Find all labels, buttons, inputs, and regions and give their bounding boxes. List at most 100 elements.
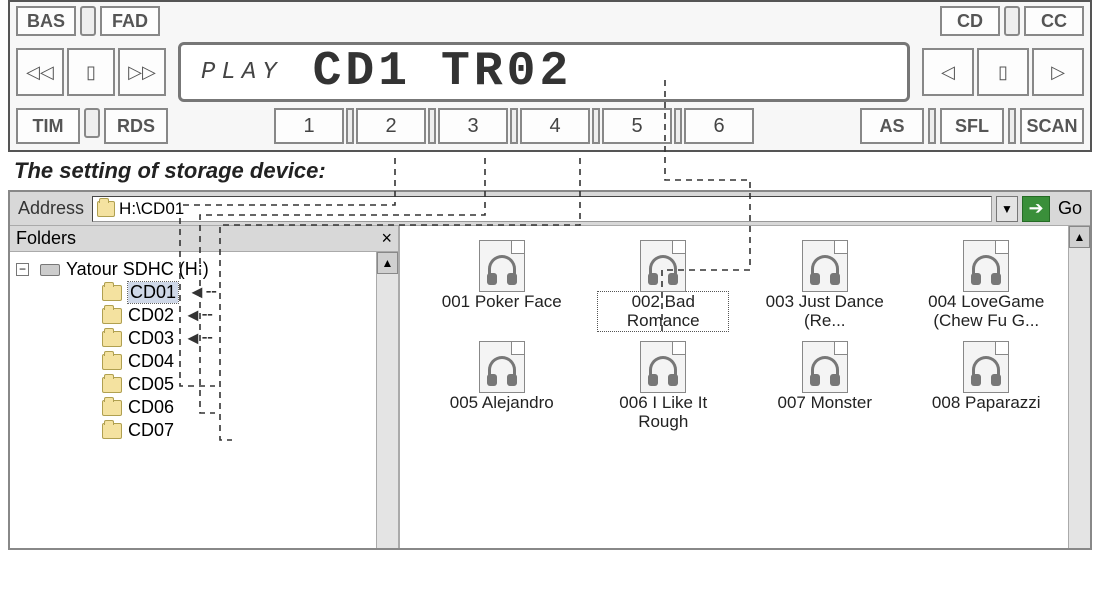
stereo-bottom-row: TIM RDS 123456 AS SFL SCAN [16, 108, 1084, 144]
file-label: 002 Bad Romance [598, 292, 728, 331]
folders-pane-title: Folders × [10, 226, 398, 252]
tree-item-cd07[interactable]: CD07 [102, 419, 398, 442]
knob-divider [928, 108, 936, 144]
fad-button[interactable]: FAD [100, 6, 160, 36]
files-pane: 001 Poker Face 002 Bad Romance 003 Just Da… [400, 226, 1090, 548]
link-arrow-icon: ◄╌ [184, 305, 213, 326]
tree-item-cd04[interactable]: CD04 [102, 350, 398, 373]
address-dropdown-button[interactable]: ▼ [996, 196, 1018, 222]
bas-button[interactable]: BAS [16, 6, 76, 36]
lcd-track: TR02 [441, 45, 572, 99]
stop2-button[interactable]: ▯ [977, 48, 1029, 96]
knob-divider [510, 108, 518, 144]
preset-1-button[interactable]: 1 [274, 108, 344, 144]
lcd-status: PLAY [201, 59, 283, 86]
tree-item-cd05[interactable]: CD05 [102, 373, 398, 396]
folder-icon [102, 377, 122, 393]
file-item[interactable]: 004 LoveGame (Chew Fu G... [911, 240, 1063, 331]
tree-scrollbar[interactable]: ▲ [376, 252, 398, 548]
cd-button[interactable]: CD [940, 6, 1000, 36]
tree-item-label: CD01 [128, 282, 178, 303]
preset-5-button[interactable]: 5 [602, 108, 672, 144]
audio-file-icon [640, 240, 686, 292]
explorer-window: Address H:\CD01 ▼ ➔ Go Folders × − Yatou… [8, 190, 1092, 550]
address-path: H:\CD01 [119, 199, 184, 219]
folder-icon [97, 201, 115, 217]
right-transport-group: ◁ ▯ ▷ [922, 48, 1084, 96]
knob-divider [84, 108, 100, 138]
preset-2-button[interactable]: 2 [356, 108, 426, 144]
scroll-up-icon[interactable]: ▲ [377, 252, 398, 274]
preset-4-button[interactable]: 4 [520, 108, 590, 144]
preset-3-button[interactable]: 3 [438, 108, 508, 144]
go-button-icon[interactable]: ➔ [1022, 196, 1050, 222]
audio-file-icon [479, 341, 525, 393]
file-item[interactable]: 007 Monster [749, 341, 901, 432]
audio-file-icon [479, 240, 525, 292]
folders-pane-label: Folders [16, 228, 76, 249]
file-item[interactable]: 005 Alejandro [426, 341, 578, 432]
explorer-body: Folders × − Yatour SDHC (H:) CD01◄╌CD02◄… [10, 226, 1090, 548]
cc-button[interactable]: CC [1024, 6, 1084, 36]
file-label: 007 Monster [775, 393, 876, 414]
stereo-mid-row: ◁◁ ▯ ▷▷ PLAY CD1 TR02 ◁ ▯ ▷ [16, 42, 1084, 102]
knob-divider [428, 108, 436, 144]
file-item[interactable]: 003 Just Dance (Re... [749, 240, 901, 331]
left-transport-group: ◁◁ ▯ ▷▷ [16, 48, 166, 96]
tree-item-label: CD06 [128, 397, 174, 418]
folder-icon [102, 354, 122, 370]
collapse-icon[interactable]: − [16, 263, 29, 276]
preset-6-button[interactable]: 6 [684, 108, 754, 144]
address-label: Address [14, 198, 88, 219]
fastfwd-button[interactable]: ▷▷ [118, 48, 166, 96]
lcd-cd: CD1 [313, 45, 411, 99]
section-heading: The setting of storage device: [14, 158, 1086, 184]
next-button[interactable]: ▷ [1032, 48, 1084, 96]
as-button[interactable]: AS [860, 108, 924, 144]
audio-file-icon [963, 341, 1009, 393]
tree-item-cd02[interactable]: CD02 ◄╌ [102, 304, 398, 327]
go-label[interactable]: Go [1054, 198, 1086, 219]
rewind-button[interactable]: ◁◁ [16, 48, 64, 96]
file-item[interactable]: 006 I Like It Rough [588, 341, 740, 432]
knob-divider [80, 6, 96, 36]
folder-icon [102, 308, 122, 324]
preset-group: 123456 [172, 108, 856, 144]
file-label: 003 Just Dance (Re... [760, 292, 890, 331]
close-folders-pane-icon[interactable]: × [381, 228, 392, 249]
tree-item-cd01[interactable]: CD01◄╌ [102, 281, 398, 304]
file-item[interactable]: 008 Paparazzi [911, 341, 1063, 432]
file-item[interactable]: 002 Bad Romance [588, 240, 740, 331]
car-stereo: BAS FAD CD CC ◁◁ ▯ ▷▷ PLAY CD1 TR02 ◁ ▯ … [8, 0, 1092, 152]
folders-pane: Folders × − Yatour SDHC (H:) CD01◄╌CD02◄… [10, 226, 400, 548]
tree-item-label: CD02 [128, 305, 174, 326]
audio-file-icon [802, 240, 848, 292]
rds-button[interactable]: RDS [104, 108, 168, 144]
tree-item-cd06[interactable]: CD06 [102, 396, 398, 419]
address-input[interactable]: H:\CD01 [92, 196, 992, 222]
files-scrollbar[interactable]: ▲ [1068, 226, 1090, 548]
tree-item-cd03[interactable]: CD03 ◄╌ [102, 327, 398, 350]
file-label: 008 Paparazzi [929, 393, 1044, 414]
scan-button[interactable]: SCAN [1020, 108, 1084, 144]
sfl-button[interactable]: SFL [940, 108, 1004, 144]
stop-button[interactable]: ▯ [67, 48, 115, 96]
tim-button[interactable]: TIM [16, 108, 80, 144]
prev-button[interactable]: ◁ [922, 48, 974, 96]
folder-icon [102, 285, 122, 301]
tree-root[interactable]: − Yatour SDHC (H:) [40, 258, 398, 281]
scroll-up-icon[interactable]: ▲ [1069, 226, 1090, 248]
knob-divider [674, 108, 682, 144]
folder-icon [102, 400, 122, 416]
file-label: 006 I Like It Rough [598, 393, 728, 432]
audio-file-icon [963, 240, 1009, 292]
lcd-display: PLAY CD1 TR02 [178, 42, 910, 102]
folder-icon [102, 423, 122, 439]
knob-divider [1004, 6, 1020, 36]
file-item[interactable]: 001 Poker Face [426, 240, 578, 331]
link-arrow-icon: ◄╌ [184, 328, 213, 349]
knob-divider [346, 108, 354, 144]
tree-root-label: Yatour SDHC (H:) [66, 259, 209, 280]
file-label: 004 LoveGame (Chew Fu G... [921, 292, 1051, 331]
tree-item-label: CD03 [128, 328, 174, 349]
